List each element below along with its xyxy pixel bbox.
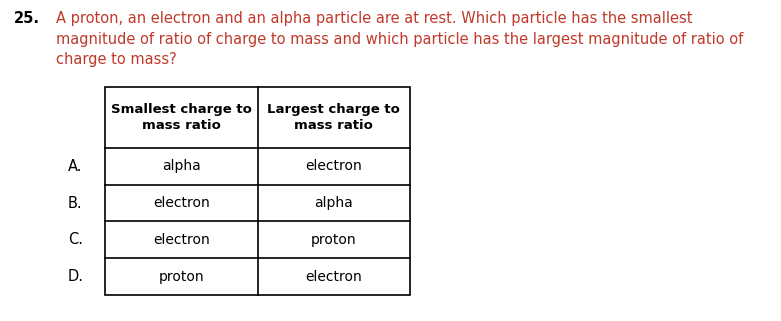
Text: B.: B.	[68, 195, 83, 211]
Text: A proton, an electron and an alpha particle are at rest. Which particle has the : A proton, an electron and an alpha parti…	[56, 11, 744, 67]
Text: electron: electron	[305, 159, 362, 173]
Text: 25.: 25.	[14, 11, 40, 26]
Text: electron: electron	[153, 233, 210, 247]
Text: C.: C.	[68, 232, 83, 247]
Text: A.: A.	[68, 159, 83, 174]
Text: alpha: alpha	[315, 196, 353, 210]
Text: D.: D.	[68, 269, 84, 284]
Text: electron: electron	[153, 196, 210, 210]
Text: electron: electron	[305, 270, 362, 284]
Text: proton: proton	[311, 233, 357, 247]
Text: Largest charge to
mass ratio: Largest charge to mass ratio	[267, 103, 401, 132]
Text: alpha: alpha	[162, 159, 201, 173]
Text: Smallest charge to
mass ratio: Smallest charge to mass ratio	[111, 103, 252, 132]
Text: proton: proton	[159, 270, 205, 284]
